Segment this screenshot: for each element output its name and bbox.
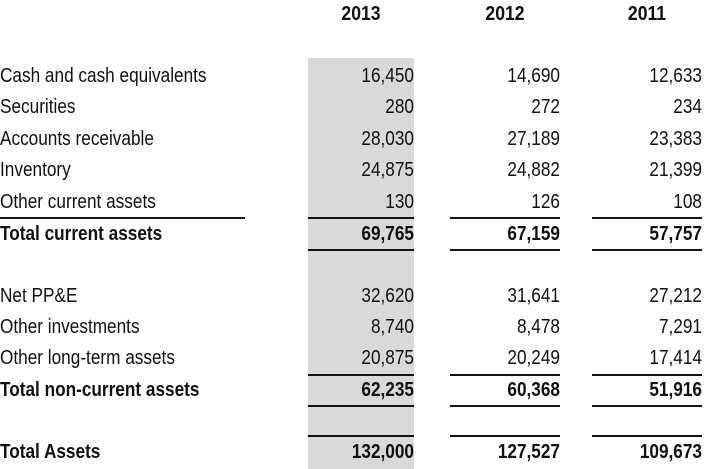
cell-accounts-receivable-2013: 28,030 [361,128,414,150]
total-rule-2011 [592,249,702,251]
total2-rule-2013 [308,405,414,407]
column-header-2013: 2013 [341,3,381,25]
cell-inventory-2011: 21,399 [649,159,702,181]
subtotal2-rule-2011 [592,374,702,376]
cell-total-assets-2012: 127,527 [497,441,560,463]
row-label-cash: Cash and cash equivalents [0,65,207,87]
row-label-other-long-term-assets: Other long-term assets [0,347,175,369]
cell-total-non-current-assets-2012: 60,368 [507,379,560,401]
cell-net-ppe-2013: 32,620 [361,285,414,307]
row-label-total-assets: Total Assets [0,441,101,463]
cell-other-long-term-assets-2012: 20,249 [507,347,560,369]
cell-other-investments-2012: 8,478 [516,316,560,338]
cell-other-investments-2011: 7,291 [658,316,702,338]
subtotal2-rule-2013 [308,374,414,376]
total-rule-2013 [308,249,414,251]
row-label-accounts-receivable: Accounts receivable [0,128,154,150]
subtotal-rule-label [0,217,245,219]
cell-other-current-assets-2011: 108 [673,191,702,213]
cell-accounts-receivable-2011: 23,383 [649,128,702,150]
cell-total-assets-2013: 132,000 [351,441,414,463]
cell-cash-2013: 16,450 [361,65,414,87]
column-header-2011: 2011 [627,3,667,25]
row-label-total-non-current-assets: Total non-current assets [0,379,200,401]
cell-total-assets-2011: 109,673 [639,441,702,463]
grand-total-rule-2012 [450,435,560,437]
subtotal-rule-2013 [308,217,414,219]
cell-other-investments-2013: 8,740 [370,316,414,338]
subtotal-rule-2011 [592,217,702,219]
cell-securities-2013: 280 [385,96,414,118]
row-label-other-investments: Other investments [0,316,140,338]
grand-total-rule-2013 [308,435,414,437]
cell-other-current-assets-2013: 130 [385,191,414,213]
subtotal-rule-2012 [450,217,560,219]
total-rule-2012 [450,249,560,251]
cell-other-long-term-assets-2011: 17,414 [649,347,702,369]
row-label-total-current-assets: Total current assets [0,223,163,245]
cell-inventory-2013: 24,875 [361,159,414,181]
cell-net-ppe-2011: 27,212 [649,285,702,307]
cell-total-current-assets-2011: 57,757 [649,223,702,245]
row-label-other-current-assets: Other current assets [0,191,156,213]
cell-total-non-current-assets-2013: 62,235 [361,379,414,401]
cell-cash-2012: 14,690 [507,65,560,87]
cell-inventory-2012: 24,882 [507,159,560,181]
subtotal2-rule-2012 [450,374,560,376]
cell-securities-2012: 272 [531,96,560,118]
cell-cash-2011: 12,633 [649,65,702,87]
cell-total-current-assets-2013: 69,765 [361,223,414,245]
row-label-securities: Securities [0,96,76,118]
row-label-inventory: Inventory [0,159,71,181]
total2-rule-2012 [450,405,560,407]
cell-securities-2011: 234 [673,96,702,118]
row-label-net-ppe: Net PP&E [0,285,78,307]
highlight-column-2013 [308,58,414,469]
cell-other-current-assets-2012: 126 [531,191,560,213]
column-header-2012: 2012 [485,3,525,25]
cell-net-ppe-2012: 31,641 [507,285,560,307]
cell-total-non-current-assets-2011: 51,916 [649,379,702,401]
cell-accounts-receivable-2012: 27,189 [507,128,560,150]
cell-total-current-assets-2012: 67,159 [507,223,560,245]
total2-rule-2011 [592,405,702,407]
cell-other-long-term-assets-2013: 20,875 [361,347,414,369]
grand-total-rule-2011 [592,435,702,437]
